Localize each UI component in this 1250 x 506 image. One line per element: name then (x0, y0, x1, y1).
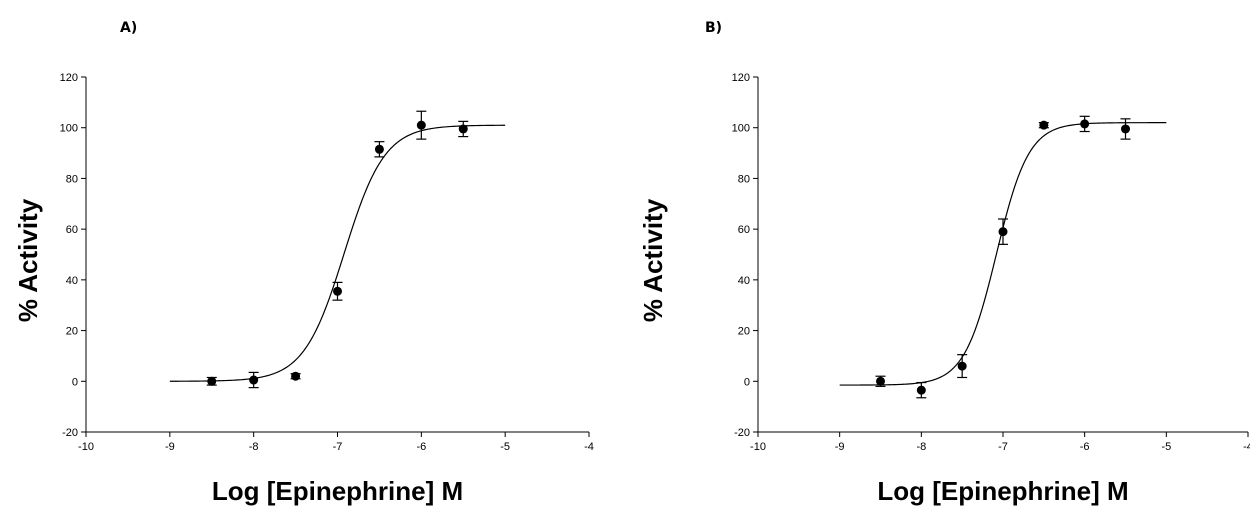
x-tick-label: -6 (1080, 441, 1090, 453)
data-point (1080, 119, 1090, 129)
panel-label-b: B) (705, 20, 723, 36)
chart-panel-b: B) -20 0 20 40 60 80 100 120 -10 -9 -8 -7 -6 -5 -4 Log … (625, 0, 1250, 506)
chart-b-svg: -20 0 20 40 60 80 100 120 -10 -9 -8 -7 -6 -5 -4 Log [Ep… (638, 72, 1250, 506)
data-point (876, 376, 885, 386)
chart-a-svg: -20 0 20 40 60 80 100 120 -10 -9 -8 -7 -6 -5 -4 Log [Ep… (13, 72, 594, 506)
y-tick-label: 60 (66, 224, 78, 236)
y-tick-label: -20 (734, 427, 750, 439)
y-tick-label: 100 (60, 123, 78, 135)
fit-curve (839, 122, 1167, 386)
y-tick-label: 20 (66, 326, 78, 338)
x-tick-label: -7 (998, 441, 1008, 453)
x-tick-label: -5 (500, 441, 510, 453)
data-point (374, 144, 384, 154)
data-point (957, 361, 967, 371)
y-axis-title: % Activity (638, 198, 668, 322)
x-tick-label: -6 (416, 441, 426, 453)
fit-curve (169, 124, 506, 382)
y-tick-label: 20 (738, 326, 750, 338)
x-tick-label: -10 (750, 441, 766, 453)
data-point (998, 227, 1008, 237)
y-tick-label: 100 (732, 123, 750, 135)
y-tick-label: 120 (732, 72, 750, 84)
data-point (249, 375, 259, 385)
x-tick-label: -9 (165, 441, 175, 453)
data-point (458, 124, 468, 134)
data-point (333, 286, 342, 296)
y-tick-label: 0 (72, 376, 78, 388)
y-tick-label: 120 (60, 72, 78, 84)
y-tick-label: 40 (66, 275, 78, 287)
data-point (1121, 124, 1130, 134)
data-point (207, 376, 217, 386)
x-tick-label: -5 (1161, 441, 1171, 453)
y-tick-label: 0 (744, 376, 750, 388)
x-tick-label: -10 (78, 441, 94, 453)
y-tick-label: 80 (738, 173, 750, 185)
y-tick-label: 40 (738, 275, 750, 287)
y-tick-label: -20 (62, 427, 78, 439)
x-axis-title: Log [Epinephrine] M (877, 476, 1128, 506)
x-tick-label: -8 (916, 441, 926, 453)
data-point (416, 120, 426, 130)
x-tick-label: -4 (1243, 441, 1250, 453)
x-tick-label: -4 (584, 441, 594, 453)
x-axis-title: Log [Epinephrine] M (212, 476, 463, 506)
panel-label-a: A) (120, 20, 138, 36)
y-axis-title: % Activity (13, 198, 43, 322)
y-tick-label: 80 (66, 173, 78, 185)
data-point (1039, 120, 1049, 130)
y-tick-label: 60 (738, 224, 750, 236)
x-tick-label: -8 (249, 441, 259, 453)
x-tick-label: -9 (835, 441, 845, 453)
data-point (291, 371, 301, 381)
data-point (916, 385, 926, 395)
chart-panel-a: A) -20 0 20 40 60 80 100 120 -10 -9 -8 -7 -6 -5 -4 Log … (13, 20, 594, 506)
x-tick-label: -7 (333, 441, 343, 453)
